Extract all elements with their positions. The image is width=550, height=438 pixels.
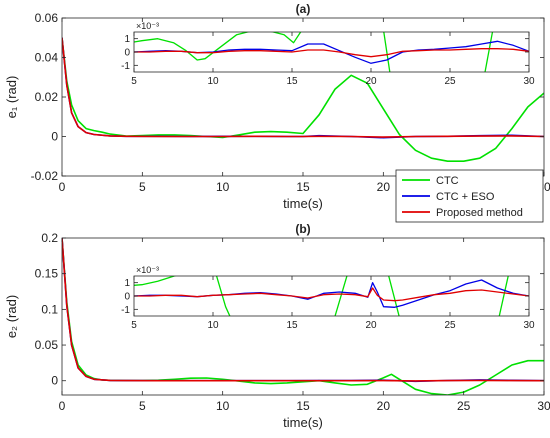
x-tick-label: 20: [365, 76, 377, 87]
x-tick-label: 30: [523, 76, 535, 87]
x-tick-label: 0: [59, 399, 66, 413]
y-axis-label: e₁ (rad): [4, 76, 19, 119]
inset-plot-3: 5 10 15 20 25 30 -1 0 1 ×10⁻³: [121, 265, 535, 331]
x-tick-label: 20: [377, 180, 391, 194]
y-axis-label: e₂ (rad): [4, 295, 19, 338]
series-line-ctc: [334, 276, 348, 316]
x-axis-label: time(s): [283, 415, 323, 430]
main-plot-2: 0 5 10 15 20 25 3000.050.10.150.2(b)time(s)e₂ …: [4, 222, 550, 430]
series-line-ctc: [62, 37, 544, 162]
y-tick-label: 0.02: [35, 90, 59, 104]
series-line-ctc: [383, 32, 391, 72]
y-tick-label: 0.2: [41, 231, 58, 245]
x-tick-label: 15: [296, 399, 310, 413]
y-tick-label: -1: [121, 61, 130, 72]
x-tick-label: 10: [216, 399, 230, 413]
x-tick-label: 5: [131, 76, 137, 87]
series-group: [62, 37, 544, 162]
y-tick-label: 0: [51, 130, 58, 144]
x-tick-label: 0: [59, 180, 66, 194]
series-line-proposed-method: [62, 37, 544, 138]
series-group: [62, 238, 544, 395]
x-tick-label: 20: [377, 399, 391, 413]
x-tick-label: 30: [523, 320, 535, 331]
series-line-ctc: [215, 276, 231, 316]
x-tick-label: 15: [296, 180, 310, 194]
exponent-label: ×10⁻³: [136, 21, 159, 31]
series-line-ctc: [484, 32, 494, 72]
series-line-ctc: [498, 276, 509, 316]
plot-background: [62, 238, 544, 395]
y-tick-label: 0: [51, 374, 58, 388]
legend: CTC CTC + ESO Proposed method: [395, 169, 544, 223]
legend-entry-label: CTC + ESO: [436, 191, 495, 203]
exponent-label: ×10⁻³: [136, 265, 159, 275]
y-tick-label: -0.02: [31, 169, 59, 183]
x-tick-label: 25: [444, 76, 456, 87]
charts-layer: 051015202530-0.0200.020.040.06(a)time(s)…: [4, 2, 550, 430]
y-tick-label: 0.05: [35, 338, 59, 352]
series-line-proposed-method: [62, 238, 544, 382]
series-line-proposed-method: [134, 287, 529, 302]
y-tick-label: 0: [124, 292, 130, 303]
x-tick-label: 20: [365, 320, 377, 331]
y-tick-label: 0.1: [41, 302, 58, 316]
x-tick-label: 25: [457, 399, 471, 413]
series-group: [134, 32, 529, 72]
y-tick-label: 0.15: [35, 267, 59, 281]
y-tick-label: 0: [124, 48, 130, 59]
x-tick-label: 5: [131, 320, 137, 331]
y-tick-label: 0.04: [35, 51, 59, 65]
chart-title: (a): [296, 2, 311, 16]
x-tick-label: 30: [537, 399, 550, 413]
x-tick-label: 25: [444, 320, 456, 331]
y-tick-label: 0.06: [35, 11, 59, 25]
y-tick-label: -1: [121, 305, 130, 316]
series-line-ctc: [388, 276, 400, 316]
x-tick-label: 5: [139, 180, 146, 194]
x-tick-label: 10: [207, 320, 219, 331]
series-group: [134, 276, 529, 316]
x-tick-label: 10: [216, 180, 230, 194]
x-tick-label: 5: [139, 399, 146, 413]
y-tick-label: 1: [124, 34, 130, 45]
series-line-ctc: [134, 276, 177, 286]
legend-entry-label: CTC: [436, 175, 459, 187]
x-tick-label: 10: [207, 76, 219, 87]
x-tick-label: 15: [286, 320, 298, 331]
series-line-proposed-method: [134, 48, 529, 58]
x-axis-label: time(s): [283, 196, 323, 211]
inset-plot-1: 5 10 15 20 25 30 -1 0 1 ×10⁻³: [121, 21, 535, 87]
legend-entry-label: Proposed method: [436, 207, 523, 219]
chart-title: (b): [295, 222, 310, 236]
x-tick-label: 15: [286, 76, 298, 87]
y-tick-label: 1: [124, 278, 130, 289]
